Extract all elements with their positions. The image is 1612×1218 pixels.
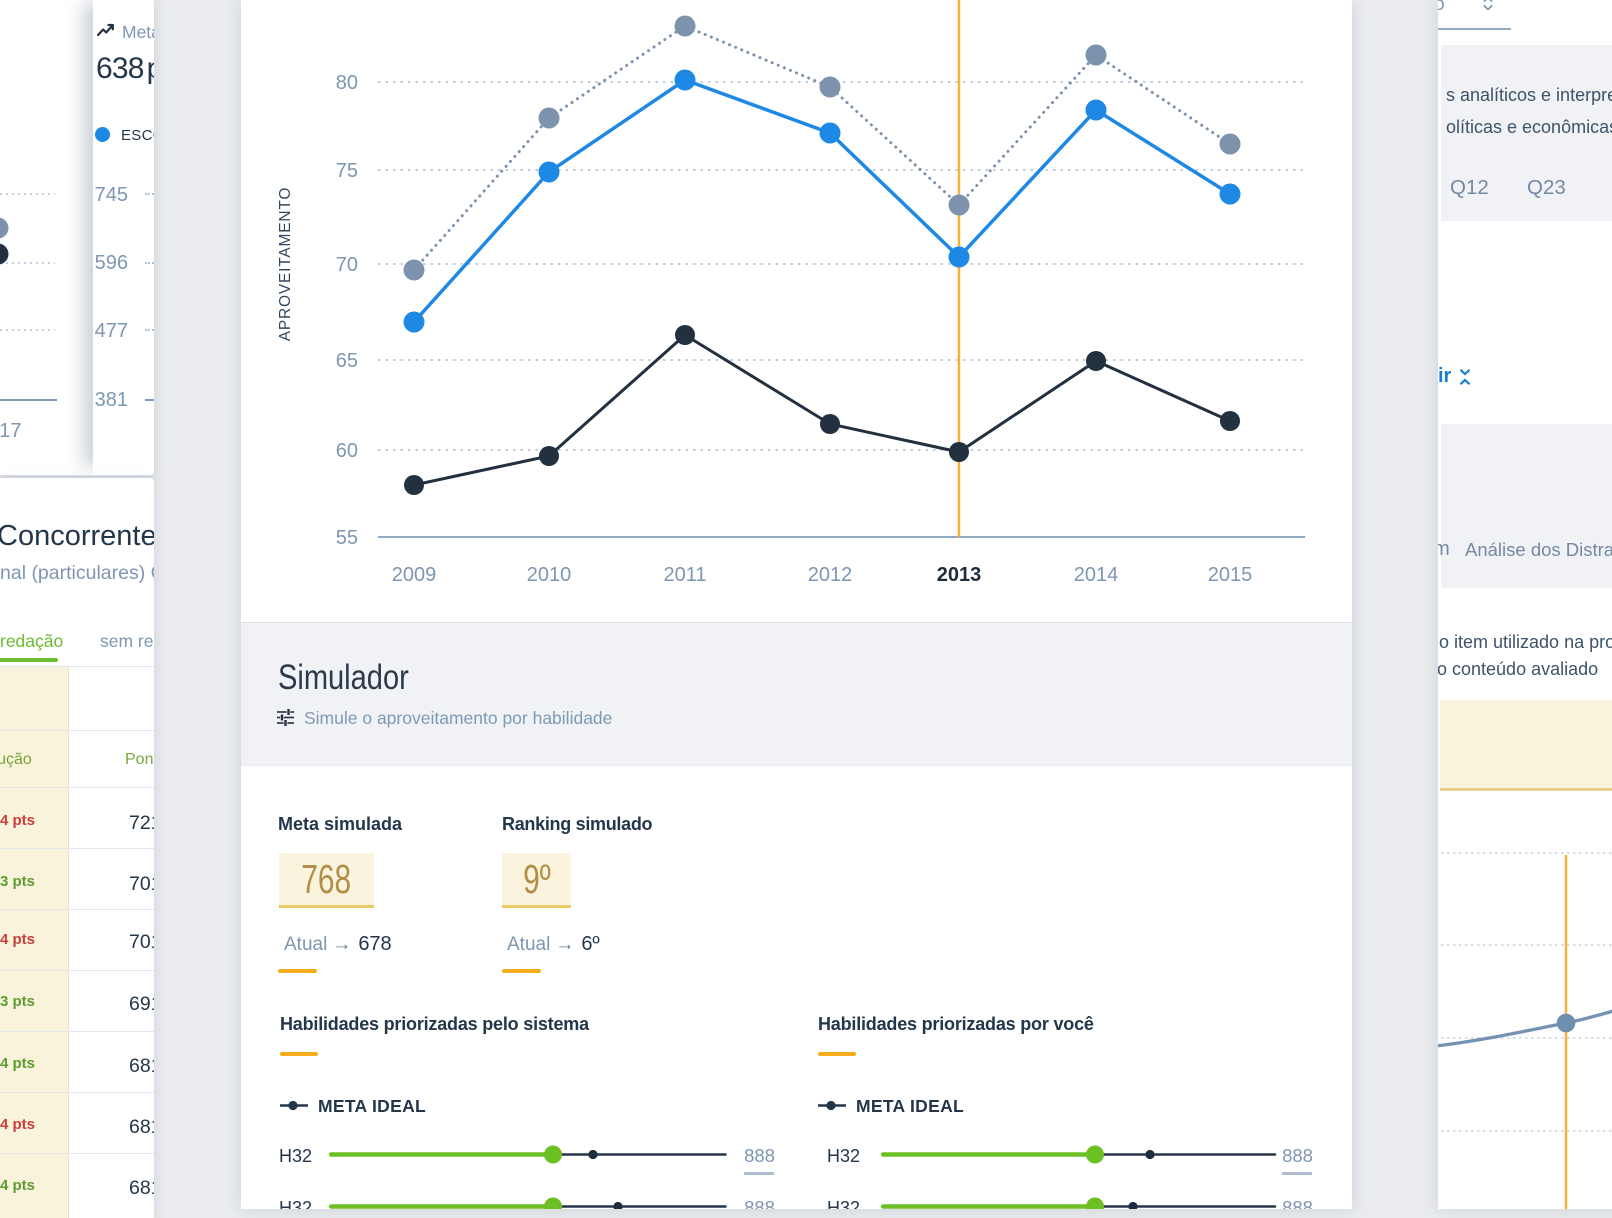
svg-text:APROVEITAMENTO: APROVEITAMENTO — [277, 187, 294, 341]
svg-text:2013: 2013 — [937, 564, 982, 586]
svg-text:2015: 2015 — [1208, 564, 1253, 586]
svg-text:60: 60 — [336, 440, 358, 462]
svg-text:2012: 2012 — [808, 564, 853, 586]
svg-text:2017: 2017 — [0, 420, 22, 442]
svg-text:2011: 2011 — [663, 564, 706, 586]
svg-text:65: 65 — [336, 350, 358, 372]
svg-text:2014: 2014 — [1074, 564, 1119, 586]
svg-text:55: 55 — [336, 527, 358, 549]
svg-text:75: 75 — [336, 160, 358, 182]
svg-text:2009: 2009 — [392, 564, 437, 586]
svg-text:80: 80 — [336, 72, 358, 94]
svg-text:70: 70 — [336, 254, 358, 276]
svg-text:2010: 2010 — [527, 564, 572, 586]
